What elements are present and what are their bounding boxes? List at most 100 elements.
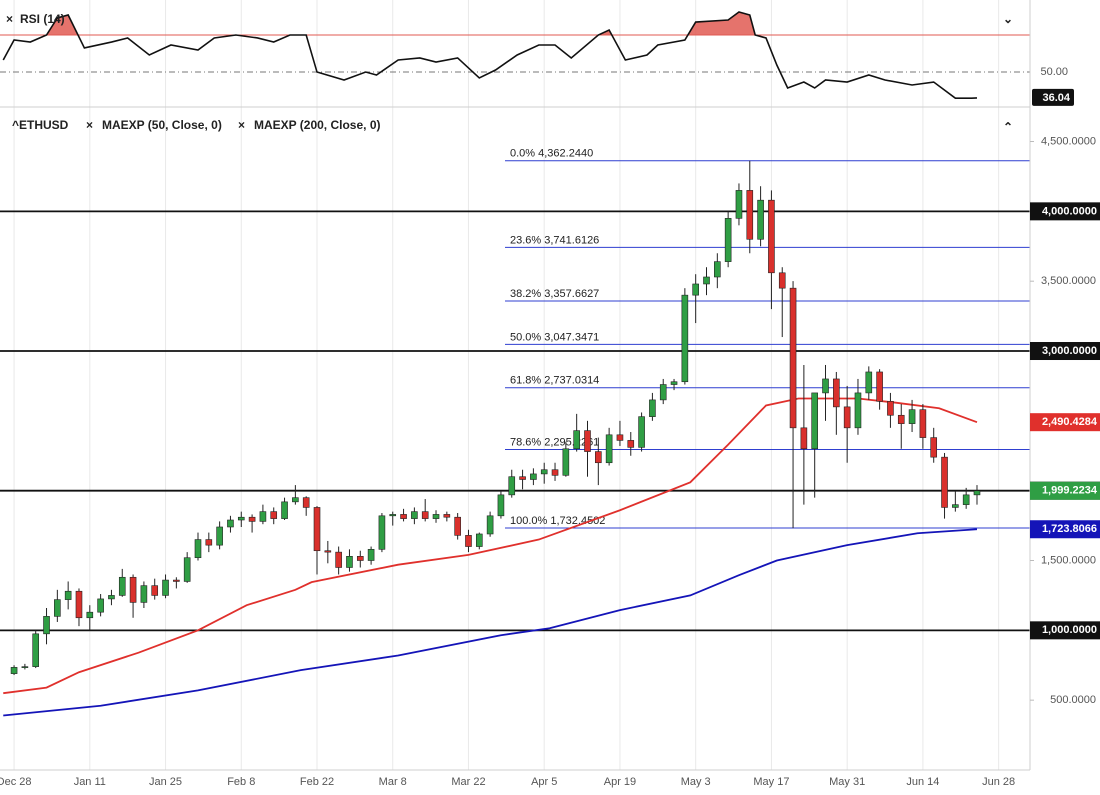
x-tick-label: Feb 22: [300, 776, 334, 788]
collapse-icon[interactable]: ⌄: [1003, 12, 1013, 26]
candle-body: [465, 535, 472, 547]
x-tick-label: Jan 11: [74, 776, 106, 788]
x-tick-label: Mar 22: [451, 776, 485, 788]
candle-body: [411, 511, 418, 519]
candle-body: [281, 501, 288, 519]
candle-body: [108, 595, 115, 600]
price-tag: [1030, 342, 1100, 361]
price-tag-label: 1,999.2234: [1042, 485, 1098, 497]
candle-body: [681, 294, 689, 383]
x-tick-label: Jun 28: [982, 776, 1015, 788]
candle-body: [800, 427, 808, 450]
candle-body: [973, 490, 981, 496]
close-icon[interactable]: ×: [238, 118, 245, 132]
candle-body: [194, 539, 202, 559]
candle-body: [335, 551, 342, 568]
candle-body: [227, 519, 234, 528]
fib-label: 61.8% 2,737.0314: [510, 375, 599, 387]
fib-label: 38.2% 3,357.6627: [510, 288, 599, 300]
price-tag-label: 1,000.0000: [1042, 624, 1097, 636]
candle-body: [389, 514, 397, 517]
axis: Dec 28 Jan 11 Jan 25 Feb 8 Feb 22 Mar 8 Mar 22…: [0, 66, 1100, 788]
x-tick-label: May 17: [753, 776, 789, 788]
candle-body: [822, 378, 829, 394]
rsi-title: RSI (14): [20, 12, 65, 26]
value-tag-label: 36.04: [1042, 92, 1070, 104]
close-icon[interactable]: ×: [86, 118, 93, 132]
candle-body: [649, 399, 656, 417]
x-tick-label: Feb 8: [227, 776, 255, 788]
candle-body: [248, 516, 256, 522]
candle-body: [21, 666, 29, 668]
y-tick-label: 500.0000: [1050, 694, 1096, 706]
candle-body: [919, 409, 927, 438]
candle-body: [313, 507, 321, 552]
candle-body: [151, 585, 159, 596]
candle-body: [757, 199, 764, 240]
y-tick-label: 1,500.0000: [1041, 554, 1096, 566]
ma-line: [3, 397, 978, 695]
candle-body: [897, 414, 905, 424]
candle-body: [887, 400, 894, 416]
candle-body: [346, 556, 353, 568]
candle-body: [162, 579, 169, 596]
candle-body: [605, 434, 613, 464]
collapse-icon[interactable]: ⌃: [1003, 120, 1013, 134]
candle-body: [551, 469, 559, 476]
candle-body: [32, 633, 40, 667]
x-tick-label: Apr 19: [604, 776, 636, 788]
candle-body: [714, 261, 721, 278]
candle-body: [75, 590, 83, 619]
candle-body: [443, 514, 451, 518]
close-icon[interactable]: ×: [6, 12, 13, 26]
candle-body: [670, 381, 678, 385]
price-panel: 0.0% 4,362.2440 23.6% 3,741.6126 38.2% 3,3…: [0, 148, 1030, 717]
x-tick-label: May 3: [681, 776, 711, 788]
y-tick-label: 50.00: [1040, 66, 1068, 78]
fib-label: 23.6% 3,741.6126: [510, 234, 599, 246]
candle-body: [43, 616, 50, 635]
candle-body: [259, 511, 267, 522]
candle-body: [183, 557, 191, 582]
candle-body: [475, 533, 483, 547]
candle-body: [746, 190, 754, 240]
ma-line: [3, 528, 978, 717]
x-tick-label: Apr 5: [531, 776, 557, 788]
candle-body: [930, 437, 938, 458]
candle-body: [497, 494, 505, 517]
candle-body: [789, 287, 797, 429]
x-tick-label: Jun 14: [906, 776, 939, 788]
candle-body: [400, 514, 407, 519]
symbol-title: ^ETHUSD: [12, 118, 69, 132]
y-tick-label: 4,500.0000: [1041, 135, 1096, 147]
legend-entry: MAEXP (50, Close, 0): [102, 118, 222, 132]
candle-body: [140, 585, 148, 603]
candle-body: [421, 511, 429, 519]
price-tag-label: 4,000.0000: [1042, 205, 1097, 217]
candle-body: [811, 392, 818, 450]
price-tag-label: 2,490.4284: [1042, 416, 1098, 428]
candle-body: [508, 476, 516, 496]
overbought-area: [3, 12, 977, 35]
candle-body: [86, 611, 94, 619]
grid: [13, 0, 1000, 770]
candle-body: [595, 451, 602, 464]
candle-body: [54, 599, 61, 617]
candle-body: [519, 476, 526, 480]
price-tag: [1030, 413, 1100, 432]
candle-body: [454, 516, 461, 536]
rsi-line: [2, 11, 978, 99]
candle-body: [356, 556, 364, 561]
candle-body: [64, 590, 72, 600]
value-tag: [1032, 88, 1074, 106]
candle-body: [638, 416, 645, 448]
candle-body: [216, 526, 223, 546]
candle-body: [573, 430, 580, 450]
candle-body: [540, 469, 548, 475]
candle-body: [367, 549, 375, 561]
price-tag: [1030, 621, 1100, 640]
x-tick-label: Dec 28: [0, 776, 31, 788]
x-tick-label: May 31: [829, 776, 865, 788]
